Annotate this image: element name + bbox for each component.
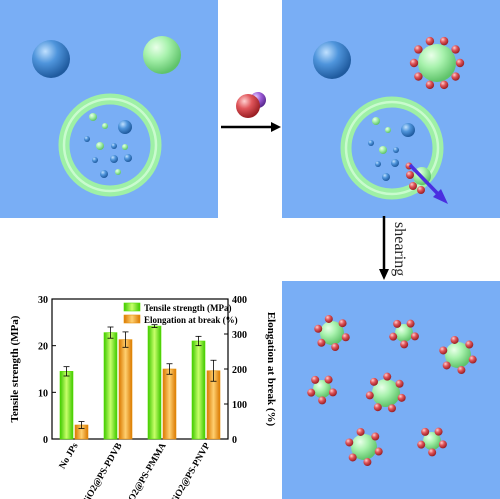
y-tick-label: 10 <box>38 388 48 399</box>
y-right-tick-label: 200 <box>232 365 247 376</box>
blue-sphere <box>32 40 70 78</box>
elongation-bar <box>162 368 177 440</box>
legend-label: Tensile strength (MPa) <box>144 303 232 313</box>
y-tick-label: 20 <box>38 342 48 353</box>
shearing-arrow <box>379 216 389 280</box>
category-label: No JPs <box>58 441 81 471</box>
legend-label: Elongation at break (%) <box>144 315 238 325</box>
panel-background <box>0 0 218 218</box>
error-bar <box>210 359 217 382</box>
panel-background <box>282 0 500 218</box>
error-bar <box>78 421 85 429</box>
green-sphere <box>143 36 181 74</box>
elongation-bar <box>118 339 133 440</box>
y-tick-label: 0 <box>43 435 48 446</box>
janus-particle-red-half <box>236 94 260 118</box>
y-right-tick-label: 400 <box>232 295 247 306</box>
small-droplets <box>368 117 415 181</box>
coated-droplet <box>314 314 350 352</box>
error-bar <box>166 363 173 375</box>
coated-droplet <box>417 427 447 457</box>
y-right-tick-label: 100 <box>232 400 247 411</box>
error-bar <box>122 331 129 348</box>
error-bar <box>151 324 158 328</box>
shear-direction-arrow-icon <box>408 163 448 204</box>
small-droplets <box>84 113 132 178</box>
panel-janus-adsorption <box>282 0 500 218</box>
coated-droplet <box>307 375 337 405</box>
tensile-bar <box>147 325 162 440</box>
category-label: SiO2@PS-PMMA <box>123 441 169 499</box>
category-label: SiO2@PS-PNVP <box>170 441 213 499</box>
error-bar <box>107 326 114 339</box>
coated-droplet <box>365 372 406 413</box>
shearing-label: shearing <box>391 222 408 277</box>
legend-swatch <box>123 302 141 312</box>
panel-initial-state <box>0 0 218 218</box>
category-label: SiO2@PS-PDVB <box>81 441 124 499</box>
error-bar <box>63 366 70 377</box>
y-right-axis-title: Elongation at break (%) <box>265 312 277 427</box>
tensile-bar <box>191 340 206 440</box>
tensile-bar <box>103 332 118 440</box>
y-right-tick-label: 0 <box>232 435 237 446</box>
coated-droplet <box>439 335 477 375</box>
coated-droplet <box>345 427 383 467</box>
coated-droplet <box>389 319 419 349</box>
error-bar <box>195 335 202 347</box>
tensile-bar <box>59 371 74 440</box>
panel-dispersed-droplets <box>282 281 500 499</box>
legend-swatch <box>123 314 141 324</box>
y-axis-title: Tensile strength (MPa) <box>9 315 21 422</box>
janus-coated-droplets <box>307 314 477 467</box>
blue-sphere <box>313 41 351 79</box>
y-right-tick-label: 300 <box>232 330 247 341</box>
coated-green-sphere <box>409 36 465 90</box>
y-tick-label: 30 <box>38 295 48 306</box>
addition-arrow <box>221 92 281 132</box>
